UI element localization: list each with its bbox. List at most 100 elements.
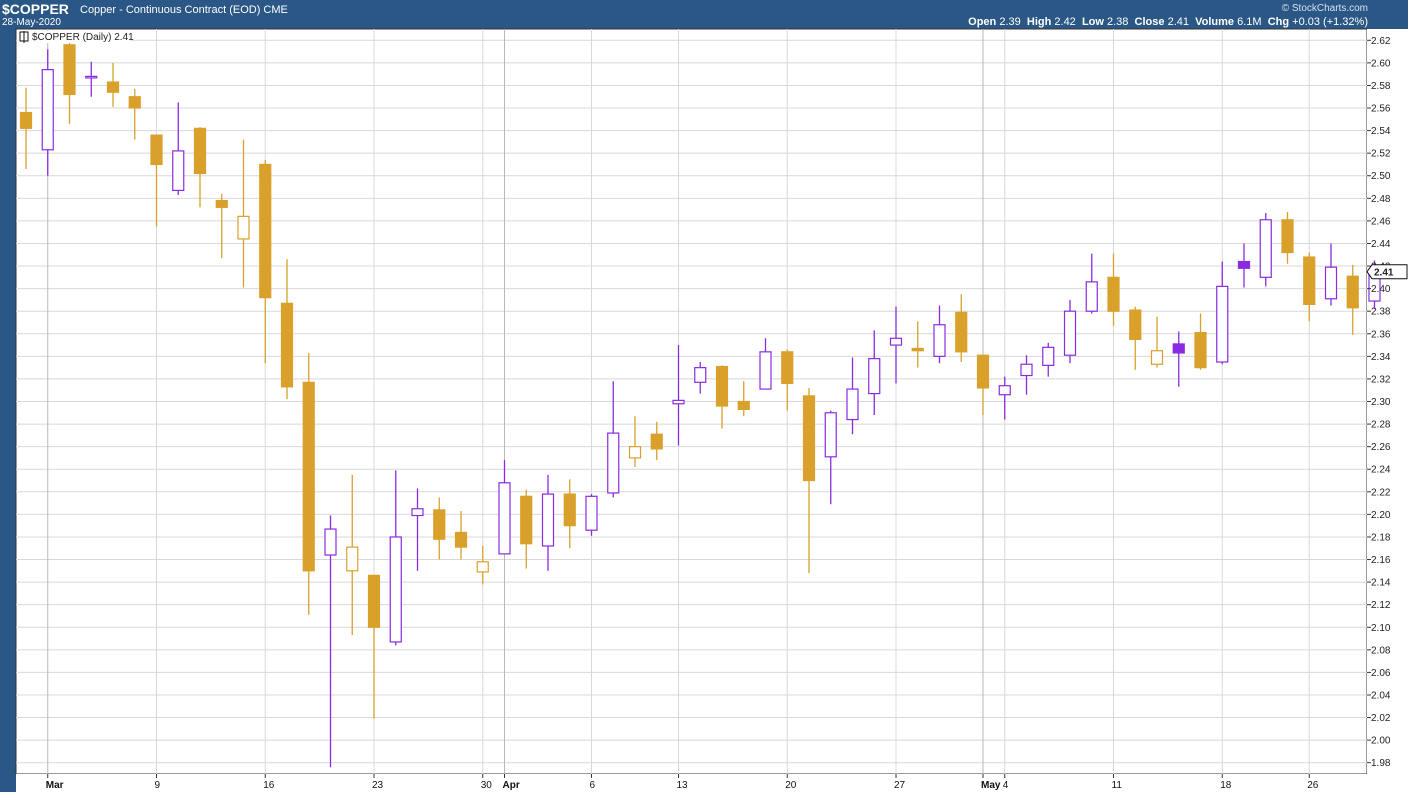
candle — [1194, 313, 1207, 370]
candle-body — [215, 199, 228, 208]
candle — [933, 305, 946, 364]
candle — [781, 349, 794, 411]
y-tick-label: 2.02 — [1371, 713, 1391, 724]
candle — [237, 139, 250, 288]
candle — [802, 387, 816, 574]
candle — [1085, 253, 1098, 314]
candle-body — [346, 546, 359, 572]
x-tick-label: 16 — [263, 780, 275, 791]
x-tick-label: 13 — [677, 780, 689, 791]
candle — [1107, 253, 1120, 326]
y-tick-label: 2.48 — [1371, 194, 1391, 205]
last-price-tag: 2.41 — [1366, 264, 1408, 280]
candle — [911, 321, 924, 368]
candle — [19, 87, 33, 169]
candle — [193, 127, 207, 208]
candle-body — [106, 81, 120, 93]
candle-body — [672, 399, 685, 405]
candle-body — [498, 482, 511, 555]
candle — [1346, 264, 1359, 335]
x-tick-label: 26 — [1307, 780, 1319, 791]
candle-body — [759, 351, 772, 390]
candle — [280, 259, 294, 400]
volume-value: 6.1M — [1237, 16, 1262, 28]
legend-box — [18, 31, 130, 43]
candle — [737, 381, 750, 417]
y-tick-label: 2.32 — [1371, 374, 1391, 385]
candle-body — [868, 358, 881, 395]
y-tick-label: 2.04 — [1371, 690, 1391, 701]
candle-body — [911, 347, 924, 352]
candle-body — [1237, 260, 1251, 269]
candle-body — [193, 127, 207, 175]
candle-body — [1020, 363, 1033, 377]
candle — [650, 421, 663, 461]
candle-body — [1063, 310, 1077, 356]
candle — [41, 49, 54, 176]
candle — [1063, 299, 1077, 364]
candle — [476, 545, 489, 585]
legend: $COPPER (Daily) 2.41 — [18, 31, 134, 43]
candle-body — [1303, 256, 1316, 306]
candle — [868, 330, 881, 416]
instrument-name: Copper - Continuous Contract (EOD) CME — [80, 4, 288, 16]
candle — [454, 510, 468, 560]
y-tick-label: 2.24 — [1371, 465, 1391, 476]
candle — [367, 574, 381, 719]
chg-value: +0.03 (+1.32%) — [1292, 16, 1368, 28]
candle — [63, 40, 76, 124]
x-tick-label: 9 — [155, 780, 161, 791]
candle — [346, 474, 359, 636]
candle — [520, 489, 533, 569]
candle-body — [1172, 343, 1185, 354]
y-tick-label: 2.46 — [1371, 216, 1391, 227]
candle — [541, 474, 555, 571]
y-tick-label: 2.56 — [1371, 104, 1391, 115]
y-tick-label: 2.38 — [1371, 307, 1391, 318]
high-value: 2.42 — [1054, 16, 1076, 28]
candle — [563, 479, 576, 549]
candle-body — [607, 432, 620, 494]
candle-body — [933, 324, 946, 357]
candle — [889, 306, 903, 384]
candle — [150, 134, 163, 227]
candle-body — [802, 395, 816, 482]
candle — [628, 416, 642, 467]
y-tick-label: 1.98 — [1371, 758, 1391, 769]
candle-body — [433, 509, 446, 540]
candle — [1150, 316, 1164, 368]
y-tick-label: 2.08 — [1371, 645, 1391, 656]
y-tick-label: 2.00 — [1371, 736, 1391, 747]
x-tick-label: 18 — [1220, 780, 1232, 791]
candle — [302, 352, 315, 615]
y-axis: 1.98 2.00 2.02 2.04 2.06 2.08 2.10 2.12 2.14 2.16… — [1367, 36, 1391, 769]
quote-summary: Open 2.39 High 2.42 Low 2.38 Close 2.41 … — [968, 16, 1368, 28]
candle-body — [237, 215, 250, 240]
candle — [1281, 211, 1294, 264]
candle — [389, 470, 402, 646]
candle-body — [324, 528, 337, 556]
candle-body — [846, 388, 859, 421]
candle-body — [1085, 281, 1098, 312]
y-tick-label: 2.36 — [1371, 329, 1391, 340]
instrument-title: Copper - Continuous Contract (EOD) — [80, 4, 261, 16]
y-axis-strip — [1367, 29, 1408, 792]
candle — [759, 338, 772, 390]
chg-label: Chg — [1267, 16, 1290, 28]
candle — [955, 294, 968, 362]
y-tick-label: 2.20 — [1371, 510, 1391, 521]
candle-body — [454, 531, 468, 548]
y-tick-label: 2.06 — [1371, 668, 1391, 679]
candle-body — [1216, 285, 1229, 363]
y-tick-label: 2.26 — [1371, 442, 1391, 453]
low-label: Low — [1081, 16, 1104, 28]
candle — [128, 88, 141, 140]
candle-body — [172, 150, 185, 192]
candle — [1172, 331, 1185, 387]
candle — [976, 354, 990, 416]
candle — [1237, 243, 1251, 288]
x-axis: Mar 9 16 23 30 Apr 6 13 20 27 May 4 11 18 26 — [46, 774, 1319, 791]
y-tick-label: 2.58 — [1371, 81, 1391, 92]
open-value: 2.39 — [999, 16, 1021, 28]
